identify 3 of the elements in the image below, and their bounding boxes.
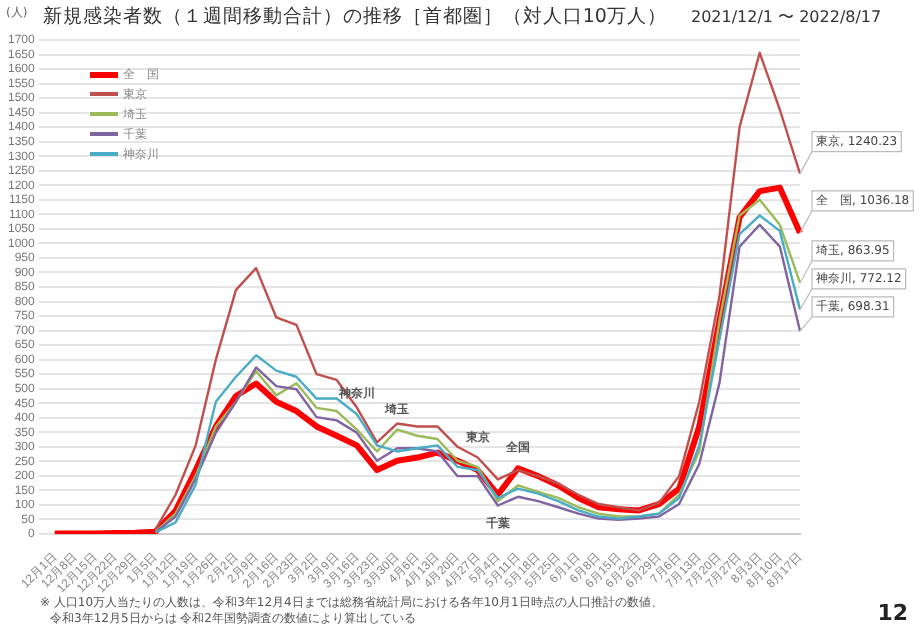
chart-subtitle: 2021/12/1 〜 2022/8/17 (690, 8, 882, 26)
text: 12 (877, 600, 908, 626)
chart-title: 新規感染者数（１週間移動合計）の推移［首都圏］（対人口10万人） (42, 6, 667, 28)
